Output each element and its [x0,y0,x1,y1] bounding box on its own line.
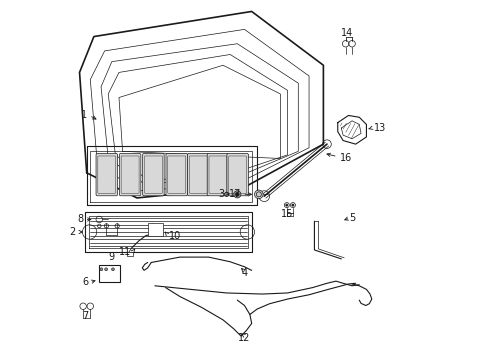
Bar [147,224,163,235]
Circle shape [100,268,102,271]
Circle shape [224,192,228,197]
Circle shape [291,204,293,206]
Circle shape [254,190,263,199]
FancyBboxPatch shape [165,153,187,196]
Circle shape [285,204,287,206]
Text: 8: 8 [77,215,83,224]
Text: 14: 14 [340,28,352,38]
Text: 4: 4 [241,268,247,278]
Text: 1: 1 [81,111,87,121]
Circle shape [111,268,114,271]
Text: 11: 11 [119,247,131,257]
Bar [99,265,120,282]
Circle shape [235,193,239,196]
Circle shape [233,191,241,198]
FancyBboxPatch shape [142,153,164,196]
FancyBboxPatch shape [226,153,248,196]
Text: 17: 17 [228,189,241,199]
FancyBboxPatch shape [96,153,117,196]
Text: 5: 5 [348,213,354,222]
Text: 16: 16 [339,153,351,163]
FancyBboxPatch shape [187,153,208,196]
Text: 6: 6 [82,277,88,287]
Text: 10: 10 [169,231,181,240]
FancyBboxPatch shape [207,153,228,196]
Bar [127,252,133,256]
Text: 7: 7 [81,311,88,321]
Text: 15: 15 [280,209,292,219]
Text: 9: 9 [108,252,115,262]
Text: 3: 3 [218,189,224,199]
Circle shape [104,268,107,271]
Text: 12: 12 [238,333,250,343]
Text: 2: 2 [70,227,76,237]
Text: 13: 13 [373,123,385,133]
FancyBboxPatch shape [119,153,141,196]
